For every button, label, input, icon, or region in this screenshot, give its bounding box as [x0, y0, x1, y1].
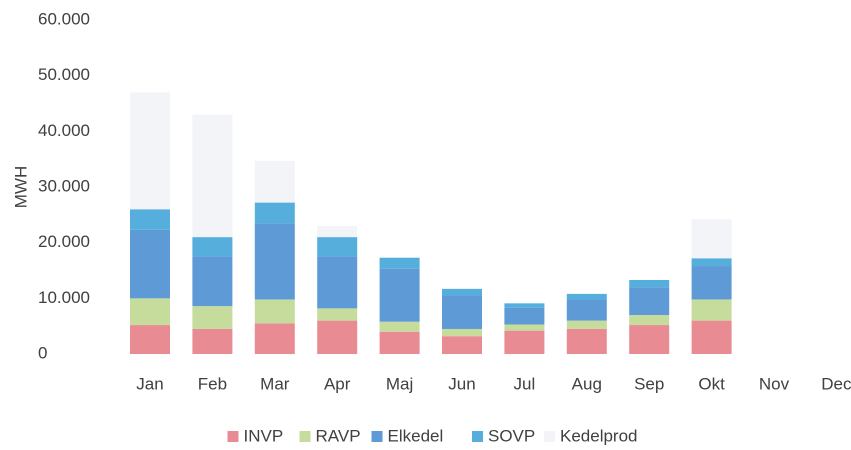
x-tick-label: Jan: [136, 374, 163, 393]
x-tick-label: Nov: [759, 374, 790, 393]
x-tick-label: Feb: [198, 374, 227, 393]
bar-segment: [691, 299, 732, 321]
bar-segment: [566, 320, 607, 329]
bar-segment: [254, 223, 295, 300]
x-tick-label: Maj: [386, 374, 413, 393]
x-tick-label: Dec: [821, 374, 851, 393]
bar-segment: [317, 308, 358, 321]
y-tick-label: 20.000: [38, 232, 90, 251]
x-tick-label: Apr: [324, 374, 351, 393]
bar-segment: [254, 299, 295, 324]
bar-segment: [130, 325, 170, 354]
bar-segment: [379, 321, 420, 332]
bar-segment: [317, 237, 358, 257]
bar-segment: [629, 325, 670, 354]
legend-label: Kedelprod: [560, 426, 638, 445]
bar-segment: [192, 237, 233, 257]
x-tick-label: Jul: [514, 374, 536, 393]
bar-segment: [691, 258, 732, 267]
bar-segment: [130, 298, 170, 326]
bar-segment: [192, 306, 233, 329]
bar-segment: [317, 256, 358, 309]
x-tick-label: Aug: [572, 374, 602, 393]
bar-segment: [130, 229, 170, 299]
bar-segment: [317, 320, 358, 354]
bar-segment: [442, 328, 482, 337]
y-tick-label: 60.000: [38, 9, 90, 28]
legend-swatch: [472, 431, 483, 442]
legend-swatch: [544, 431, 555, 442]
bar-segment: [504, 307, 545, 325]
bar-segment: [566, 328, 607, 354]
bar-segment: [566, 293, 607, 300]
y-tick-label: 50.000: [38, 65, 90, 84]
bar-segment: [317, 225, 358, 238]
bar-segment: [691, 266, 732, 300]
bar-segment: [254, 323, 295, 354]
legend-label: INVP: [244, 426, 284, 445]
bar-segment: [442, 288, 482, 296]
legend-label: Elkedel: [388, 426, 444, 445]
bar-segment: [504, 330, 545, 354]
bar-segment: [442, 336, 482, 354]
bar-segment: [629, 279, 670, 288]
y-tick-label: 40.000: [38, 121, 90, 140]
bar-segment: [442, 295, 482, 329]
bar-segment: [130, 209, 170, 230]
bar-segment: [691, 219, 732, 259]
y-axis-label: MWH: [11, 166, 30, 208]
bar-segment: [629, 315, 670, 326]
bar-segment: [504, 324, 545, 331]
y-tick-label: 0: [38, 343, 47, 362]
x-tick-label: Mar: [260, 374, 290, 393]
legend-swatch: [227, 431, 239, 442]
y-tick-label: 10.000: [38, 288, 90, 307]
legend-label: SOVP: [488, 426, 535, 445]
bar-segment: [192, 328, 233, 354]
bar-segment: [691, 320, 732, 354]
bar-segment: [379, 257, 420, 269]
bar-segment: [379, 331, 420, 354]
bar-segment: [504, 303, 545, 308]
bar-segment: [379, 268, 420, 322]
bar-segment: [192, 256, 233, 307]
bar-segment: [130, 92, 170, 210]
x-tick-label: Sep: [634, 374, 664, 393]
y-tick-label: 30.000: [38, 176, 90, 195]
legend-swatch: [371, 431, 383, 442]
bar-segment: [566, 299, 607, 321]
x-tick-label: Jun: [448, 374, 475, 393]
bar-segment: [254, 202, 295, 224]
x-tick-label: Okt: [698, 374, 725, 393]
legend-swatch: [299, 431, 311, 442]
bar-segment: [254, 160, 295, 203]
legend-label: RAVP: [316, 426, 361, 445]
bar-segment: [629, 287, 670, 316]
bar-segment: [192, 114, 233, 238]
